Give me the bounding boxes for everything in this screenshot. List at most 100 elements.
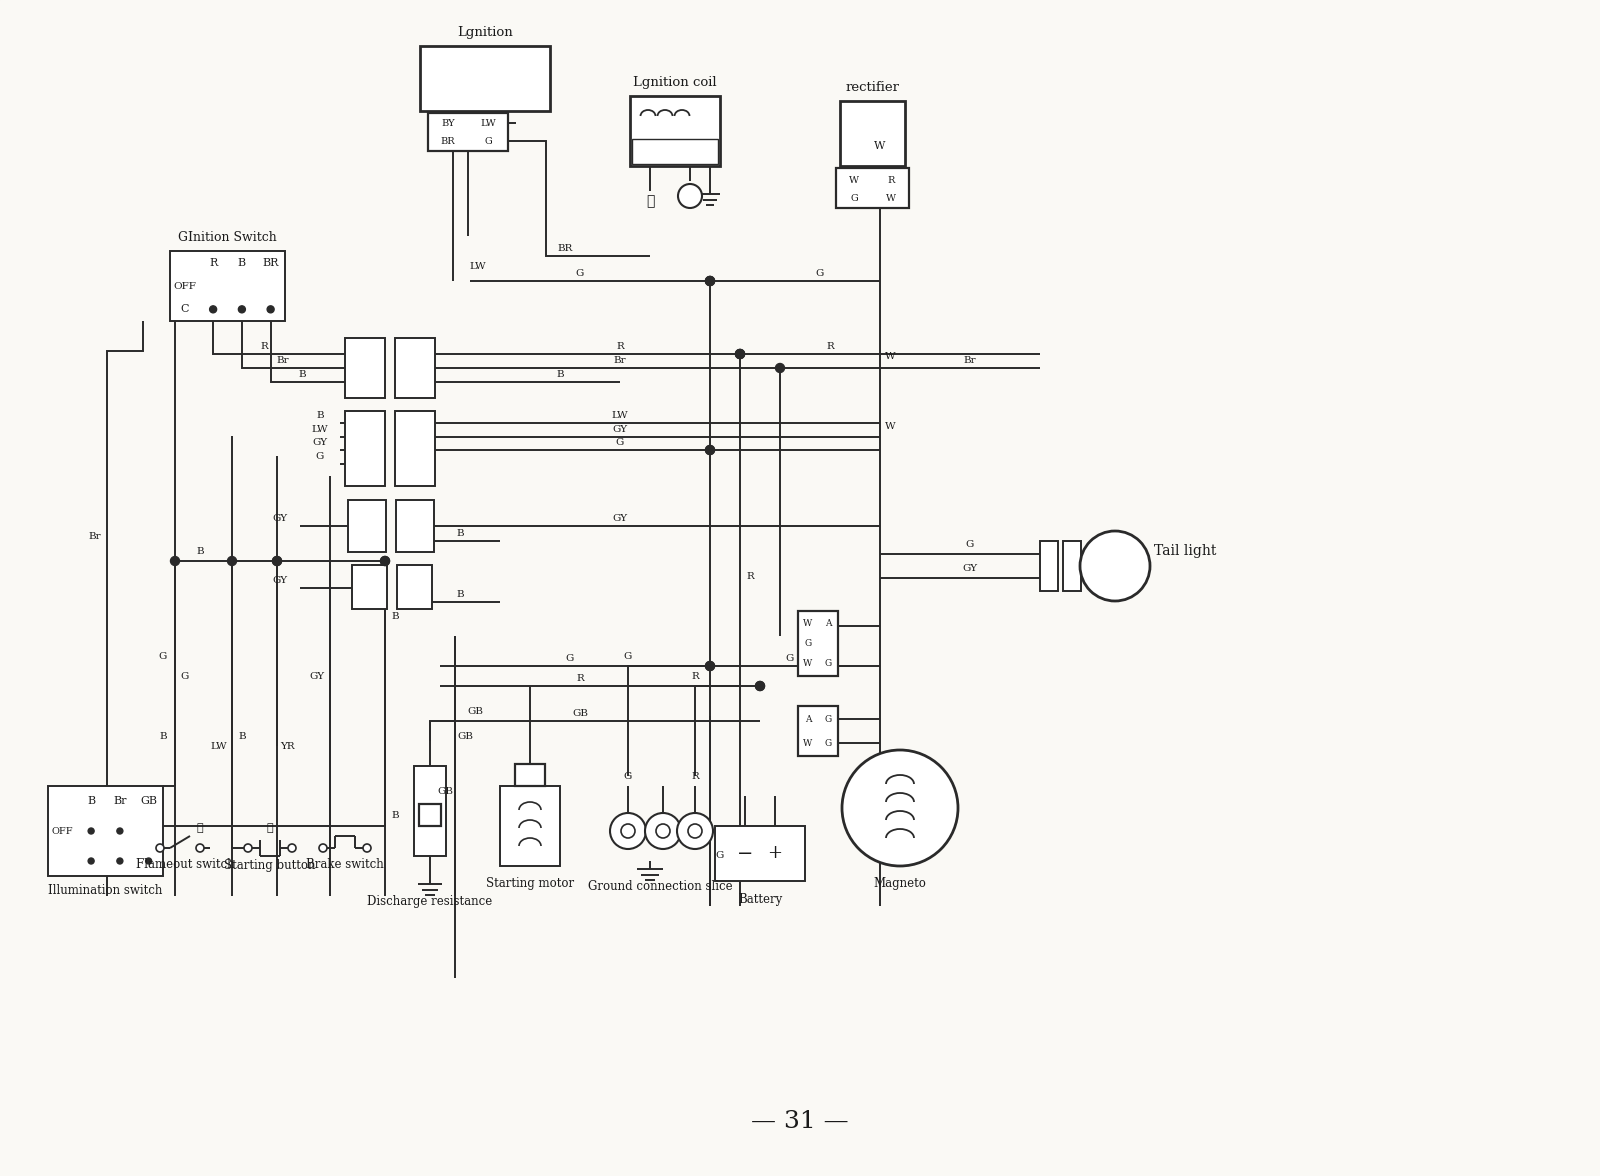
Circle shape (363, 844, 371, 851)
Text: GB: GB (141, 796, 157, 806)
Text: GInition Switch: GInition Switch (178, 230, 277, 243)
Text: GY: GY (613, 514, 627, 522)
Text: G: G (315, 452, 325, 461)
Bar (397, 564, 432, 609)
Circle shape (706, 276, 715, 286)
Circle shape (842, 750, 958, 866)
Text: W: W (850, 175, 859, 185)
Bar (414, 766, 446, 856)
Bar (632, 139, 718, 163)
Circle shape (117, 828, 123, 834)
Text: Discharge resistance: Discharge resistance (368, 895, 493, 908)
Circle shape (755, 682, 765, 690)
Circle shape (381, 556, 389, 566)
Text: B: B (456, 589, 464, 599)
Text: Lgnition: Lgnition (458, 26, 514, 39)
Text: Illumination switch: Illumination switch (48, 884, 163, 897)
Circle shape (272, 556, 282, 566)
Text: LW: LW (480, 119, 496, 127)
Circle shape (706, 662, 715, 670)
Text: R: R (261, 341, 267, 350)
Bar (419, 804, 442, 826)
Text: B: B (390, 612, 398, 621)
Bar (170, 250, 285, 321)
Circle shape (267, 306, 274, 313)
Bar (397, 500, 434, 552)
Text: B: B (197, 547, 203, 555)
Text: GY: GY (963, 563, 978, 573)
Text: W: W (803, 659, 813, 668)
Text: OFF: OFF (173, 281, 195, 290)
Text: G: G (786, 654, 794, 662)
Circle shape (197, 844, 205, 851)
Circle shape (318, 844, 326, 851)
Text: G: G (485, 136, 491, 146)
Text: G: G (824, 715, 832, 723)
Text: B: B (298, 369, 306, 379)
Text: BR: BR (557, 243, 573, 253)
Circle shape (645, 813, 682, 849)
Bar (346, 338, 386, 397)
Circle shape (238, 306, 245, 313)
Circle shape (706, 276, 715, 286)
Bar (501, 786, 560, 866)
Text: G: G (624, 771, 632, 781)
Text: ⎕: ⎕ (267, 823, 274, 833)
Bar (395, 338, 435, 397)
Text: B: B (86, 796, 94, 806)
Text: Br: Br (114, 796, 126, 806)
Text: GB: GB (467, 707, 483, 715)
Circle shape (656, 824, 670, 838)
Text: GB: GB (437, 787, 453, 795)
Circle shape (706, 662, 715, 670)
Text: A: A (824, 619, 832, 628)
Text: B: B (317, 410, 323, 420)
Text: W: W (885, 352, 896, 361)
Bar (349, 500, 386, 552)
Text: ✓: ✓ (646, 194, 654, 208)
Circle shape (171, 556, 179, 566)
Text: BR: BR (262, 258, 278, 268)
Text: B: B (456, 528, 464, 537)
Bar (352, 564, 387, 609)
Text: R: R (746, 572, 754, 581)
Bar (395, 410, 435, 486)
Text: Starting button: Starting button (224, 858, 315, 871)
Circle shape (755, 682, 765, 690)
Text: OFF: OFF (51, 827, 74, 835)
Text: G: G (966, 540, 974, 548)
Circle shape (117, 858, 123, 864)
Text: B: B (238, 731, 246, 741)
Text: +: + (768, 844, 782, 862)
Text: W: W (885, 421, 896, 430)
Text: Battery: Battery (738, 893, 782, 906)
Text: R: R (888, 175, 894, 185)
Circle shape (88, 828, 94, 834)
Text: B: B (238, 258, 246, 268)
Text: rectifier: rectifier (845, 80, 899, 94)
Text: Ground connection slice: Ground connection slice (587, 880, 733, 893)
Text: G: G (824, 659, 832, 668)
Circle shape (688, 824, 702, 838)
Text: G: G (715, 851, 725, 861)
Bar (798, 612, 838, 676)
Text: G: G (576, 268, 584, 278)
Text: R: R (616, 341, 624, 350)
Circle shape (621, 824, 635, 838)
Bar (1040, 541, 1058, 592)
Text: R: R (576, 674, 584, 682)
Text: G: G (566, 654, 574, 662)
Text: G: G (158, 652, 166, 661)
Text: G: G (616, 437, 624, 447)
Circle shape (677, 813, 714, 849)
Circle shape (288, 844, 296, 851)
Text: G: G (824, 739, 832, 748)
Text: YR: YR (280, 742, 294, 750)
Text: BY: BY (442, 119, 454, 127)
Circle shape (227, 556, 237, 566)
Text: Brake switch: Brake switch (306, 858, 384, 871)
Circle shape (706, 446, 715, 454)
Text: GY: GY (272, 575, 288, 584)
Circle shape (381, 556, 389, 566)
Circle shape (736, 349, 744, 359)
